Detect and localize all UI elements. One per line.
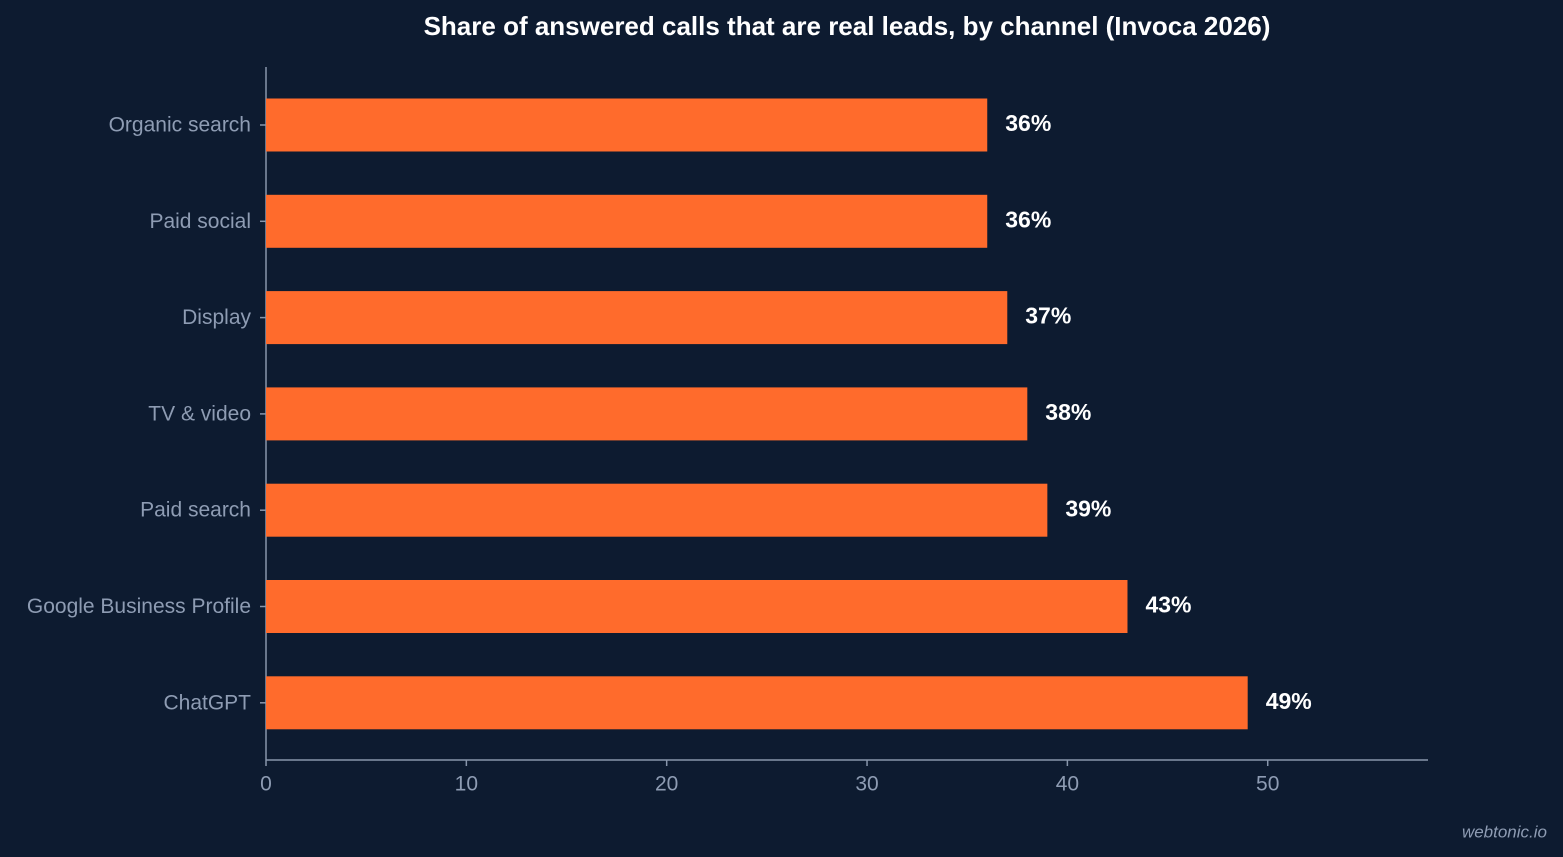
value-label: 49% (1266, 688, 1312, 714)
y-tick-label: Display (182, 306, 251, 329)
value-label: 38% (1045, 399, 1091, 425)
y-tick-label: Organic search (109, 114, 251, 137)
y-tick-label: ChatGPT (163, 691, 251, 714)
chart-title: Share of answered calls that are real le… (424, 11, 1271, 41)
bar (266, 483, 1048, 537)
y-tick-label: Google Business Profile (27, 595, 251, 618)
bar (266, 676, 1248, 730)
x-tick-label: 50 (1256, 773, 1279, 796)
bar (266, 98, 988, 152)
value-label: 37% (1025, 303, 1071, 329)
bar (266, 580, 1128, 633)
x-tick-label: 0 (260, 773, 272, 796)
y-tick-label: Paid social (149, 210, 251, 233)
y-tick-label: TV & video (148, 402, 251, 425)
x-tick-label: 10 (455, 773, 478, 796)
watermark: webtonic.io (1462, 822, 1547, 841)
y-tick-label: Paid search (140, 499, 251, 522)
x-tick-label: 20 (655, 773, 678, 796)
bar (266, 291, 1008, 345)
bar (266, 194, 988, 248)
x-tick-label: 30 (855, 773, 878, 796)
value-label: 36% (1005, 206, 1051, 232)
value-label: 39% (1065, 495, 1111, 521)
value-label: 43% (1145, 592, 1191, 618)
value-label: 36% (1005, 110, 1051, 136)
x-tick-label: 40 (1056, 773, 1079, 796)
bar (266, 387, 1028, 441)
